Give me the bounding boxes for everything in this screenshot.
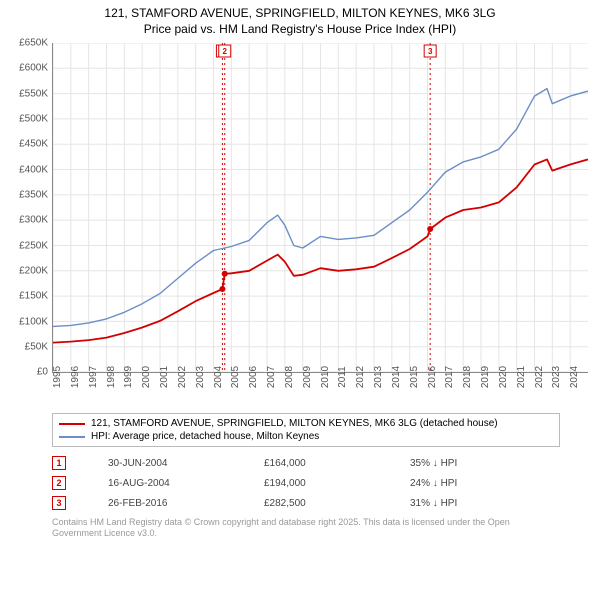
ytick-label: £100K [19,316,48,327]
ytick-label: £550K [19,88,48,99]
xtick-label: 1996 [70,366,81,388]
xtick-label: 2017 [444,366,455,388]
chart-area: 123 £0£50K£100K£150K£200K£250K£300K£350K… [8,39,592,409]
ytick-label: £300K [19,215,48,226]
svg-text:3: 3 [428,47,433,56]
xtick-label: 2009 [302,366,313,388]
xtick-label: 2013 [373,366,384,388]
xtick-label: 2015 [409,366,420,388]
disclaimer: Contains HM Land Registry data © Crown c… [52,517,560,540]
xtick-label: 2010 [320,366,331,388]
xtick-label: 2023 [551,366,562,388]
xtick-label: 2024 [569,366,580,388]
xtick-label: 2003 [195,366,206,388]
xtick-label: 2019 [480,366,491,388]
xtick-label: 2001 [159,366,170,388]
ytick-label: £400K [19,164,48,175]
xtick-label: 1997 [88,366,99,388]
legend-swatch-property [59,423,85,425]
chart-container: 121, STAMFORD AVENUE, SPRINGFIELD, MILTO… [0,0,600,546]
sale-delta: 35% ↓ HPI [410,453,560,473]
xtick-label: 2011 [337,366,348,388]
sale-price: £194,000 [264,473,410,493]
xtick-label: 2007 [266,366,277,388]
title-line-2: Price paid vs. HM Land Registry's House … [8,22,592,38]
sale-date: 16-AUG-2004 [108,473,264,493]
svg-text:2: 2 [223,47,228,56]
sale-date: 26-FEB-2016 [108,493,264,513]
sale-row: 1 30-JUN-2004£164,00035% ↓ HPI [52,453,560,473]
xtick-label: 1998 [106,366,117,388]
xtick-label: 2008 [284,366,295,388]
ytick-label: £250K [19,240,48,251]
xtick-label: 2006 [248,366,259,388]
ytick-label: £600K [19,63,48,74]
legend-row: HPI: Average price, detached house, Milt… [59,430,553,443]
sale-row: 3 26-FEB-2016£282,50031% ↓ HPI [52,493,560,513]
chart-title: 121, STAMFORD AVENUE, SPRINGFIELD, MILTO… [8,6,592,37]
sale-marker-box: 1 [52,456,66,470]
ytick-label: £0 [37,367,48,378]
plot-svg: 123 [53,43,588,372]
legend-swatch-hpi [59,436,85,438]
xtick-label: 1999 [123,366,134,388]
xtick-label: 1995 [52,366,63,388]
sale-delta: 31% ↓ HPI [410,493,560,513]
plot-region: 123 [52,43,588,373]
ytick-label: £650K [19,38,48,49]
ytick-label: £50K [25,341,48,352]
sale-delta: 24% ↓ HPI [410,473,560,493]
xtick-label: 2005 [230,366,241,388]
xtick-label: 2022 [534,366,545,388]
xtick-label: 2002 [177,366,188,388]
ytick-label: £200K [19,265,48,276]
sale-price: £164,000 [264,453,410,473]
sales-table: 1 30-JUN-2004£164,00035% ↓ HPI 2 16-AUG-200… [52,453,560,513]
legend-row: 121, STAMFORD AVENUE, SPRINGFIELD, MILTO… [59,417,553,430]
xtick-label: 2016 [427,366,438,388]
xtick-label: 2012 [355,366,366,388]
xtick-label: 2014 [391,366,402,388]
ytick-label: £450K [19,139,48,150]
ytick-label: £350K [19,190,48,201]
ytick-label: £150K [19,291,48,302]
xtick-label: 2020 [498,366,509,388]
sale-marker-box: 3 [52,496,66,510]
sale-date: 30-JUN-2004 [108,453,264,473]
legend-label-property: 121, STAMFORD AVENUE, SPRINGFIELD, MILTO… [91,418,498,429]
xtick-label: 2000 [141,366,152,388]
xtick-label: 2018 [462,366,473,388]
title-line-1: 121, STAMFORD AVENUE, SPRINGFIELD, MILTO… [8,6,592,22]
xtick-label: 2021 [516,366,527,388]
ytick-label: £500K [19,114,48,125]
legend-label-hpi: HPI: Average price, detached house, Milt… [91,431,319,442]
legend: 121, STAMFORD AVENUE, SPRINGFIELD, MILTO… [52,413,560,447]
sale-marker-box: 2 [52,476,66,490]
sale-price: £282,500 [264,493,410,513]
xtick-label: 2004 [213,366,224,388]
sale-row: 2 16-AUG-2004£194,00024% ↓ HPI [52,473,560,493]
